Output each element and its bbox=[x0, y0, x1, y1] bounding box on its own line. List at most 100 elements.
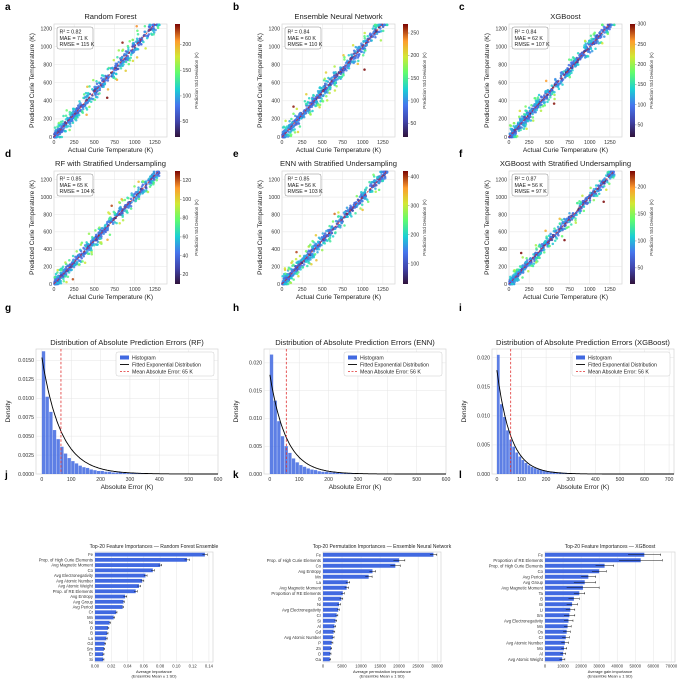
data-point bbox=[343, 210, 347, 214]
data-point bbox=[602, 200, 605, 204]
importance-bar bbox=[323, 591, 343, 596]
x-tick-label: 10000 bbox=[355, 664, 367, 669]
histogram-bar bbox=[56, 439, 60, 474]
category-label: Ni bbox=[317, 602, 321, 607]
histogram-bar bbox=[313, 470, 318, 474]
data-point bbox=[559, 81, 563, 84]
panel-label-a: a bbox=[5, 2, 11, 13]
data-point bbox=[292, 125, 295, 128]
category-label: Avg Period bbox=[523, 574, 544, 579]
importance-bar bbox=[95, 578, 143, 583]
data-point bbox=[287, 124, 291, 127]
data-point bbox=[519, 251, 523, 255]
x-tick-label: 500 bbox=[318, 140, 327, 146]
colorbar-tick-label: 300 bbox=[638, 22, 647, 28]
colorbar-tick-label: 150 bbox=[638, 212, 647, 218]
histogram-bar bbox=[302, 466, 307, 474]
data-point bbox=[100, 232, 103, 236]
colorbar-tick-label: 20 bbox=[183, 272, 189, 278]
chart-title: Top-20 Permutation Importances — Ensembl… bbox=[313, 544, 452, 550]
data-point bbox=[562, 217, 566, 221]
importance-bar bbox=[545, 574, 589, 579]
y-tick-label: 0.0125 bbox=[18, 377, 34, 383]
importance-bar bbox=[545, 640, 565, 645]
data-point bbox=[111, 73, 115, 76]
category-label: Avg Group bbox=[73, 599, 94, 604]
data-point bbox=[356, 204, 359, 207]
data-point bbox=[65, 280, 68, 284]
data-point bbox=[289, 134, 293, 138]
colorbar bbox=[630, 171, 635, 284]
data-point bbox=[357, 202, 361, 205]
data-point bbox=[128, 40, 131, 43]
data-point bbox=[106, 88, 110, 91]
data-point bbox=[605, 188, 608, 192]
category-label: Avg Atomic Weight bbox=[58, 584, 94, 589]
data-point bbox=[114, 62, 118, 65]
histogram-bar bbox=[317, 471, 321, 474]
data-point bbox=[357, 59, 360, 63]
data-point bbox=[134, 199, 138, 202]
category-label: Avg Period bbox=[73, 605, 94, 610]
histogram-bar bbox=[524, 462, 528, 474]
data-point bbox=[96, 240, 100, 244]
histogram-bar bbox=[60, 446, 64, 474]
data-point bbox=[550, 84, 554, 87]
x-tick-label: 400 bbox=[591, 477, 600, 483]
data-point bbox=[524, 105, 527, 108]
data-point bbox=[522, 112, 526, 116]
data-point bbox=[512, 124, 515, 128]
colorbar-tick-label: 150 bbox=[638, 82, 647, 88]
x-tick-label: 0.12 bbox=[189, 664, 198, 669]
data-point bbox=[536, 96, 540, 99]
histogram-bar bbox=[335, 472, 340, 474]
data-point bbox=[98, 237, 102, 241]
data-point bbox=[328, 239, 332, 243]
y-axis-label: Predicted Curie Temperature (K) bbox=[257, 33, 264, 128]
colorbar-tick-label: 100 bbox=[638, 239, 647, 245]
data-point bbox=[54, 128, 58, 132]
data-point bbox=[152, 170, 156, 174]
panel-label-j: j bbox=[4, 470, 8, 481]
data-point bbox=[297, 122, 301, 125]
data-point bbox=[542, 102, 546, 105]
data-point bbox=[85, 108, 89, 111]
y-tick-label: 1200 bbox=[40, 177, 52, 183]
data-point bbox=[586, 54, 589, 58]
y-tick-label: 200 bbox=[43, 264, 52, 270]
x-axis-label: Average gain importance bbox=[588, 669, 633, 674]
importance-bar bbox=[323, 563, 396, 568]
data-point bbox=[385, 171, 389, 174]
category-label: Prop. of High Curie Elements bbox=[39, 557, 93, 562]
data-point bbox=[612, 176, 615, 179]
data-point bbox=[592, 198, 596, 202]
data-point bbox=[509, 277, 512, 281]
data-point bbox=[613, 23, 616, 27]
data-point bbox=[588, 195, 591, 198]
data-point bbox=[126, 54, 130, 58]
data-point bbox=[294, 257, 298, 261]
data-point bbox=[581, 199, 585, 203]
histogram-bar bbox=[63, 453, 68, 474]
data-point bbox=[360, 47, 364, 50]
data-point bbox=[336, 220, 340, 223]
data-point bbox=[315, 259, 318, 262]
data-point bbox=[121, 219, 125, 222]
data-point bbox=[608, 27, 611, 31]
histogram-bar bbox=[41, 351, 46, 474]
data-point bbox=[115, 72, 118, 76]
histogram-bar bbox=[521, 460, 525, 474]
panel-label-l: l bbox=[459, 470, 462, 481]
importance-bar bbox=[95, 610, 117, 615]
x-tick-label: 15000 bbox=[374, 664, 386, 669]
data-point bbox=[292, 105, 295, 108]
category-label: Avg Atomic Number bbox=[506, 640, 544, 645]
data-point bbox=[576, 201, 579, 205]
y-axis-label: Density bbox=[461, 400, 468, 423]
data-point bbox=[296, 130, 300, 134]
data-point bbox=[151, 23, 154, 27]
histogram-panel-g: 0 100 200 300 400 500 600 0.0000 0.0025 0.0050 0.0… bbox=[5, 338, 222, 491]
colorbar bbox=[175, 171, 180, 284]
y-tick-label: 800 bbox=[271, 62, 280, 68]
data-point bbox=[302, 115, 306, 119]
